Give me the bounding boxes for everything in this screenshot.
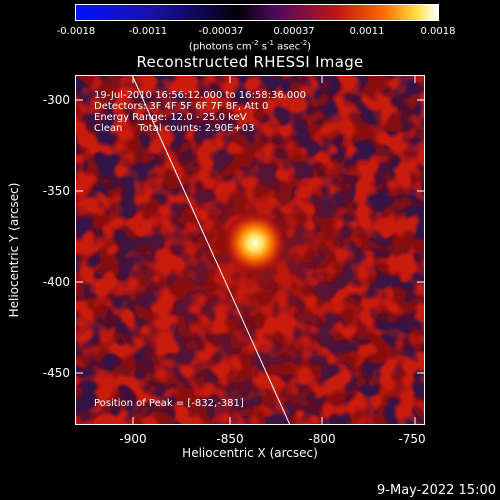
axis-ticks (75, 75, 425, 425)
plot-frame (75, 75, 425, 425)
peak-position-text: Position of Peak = [-832,-381] (94, 398, 244, 409)
y-tick-label: -300 (42, 93, 70, 107)
clean-counts-text: Clean Total counts: 2.90E+03 (94, 123, 255, 134)
solar-limb-line (131, 75, 291, 425)
x-tick-label: -800 (308, 432, 336, 446)
y-tick-label: -450 (42, 366, 70, 380)
colorbar-tick: 0.0011 (349, 26, 385, 37)
x-tick-label: -750 (398, 432, 426, 446)
colorbar-tick: -0.0018 (56, 26, 96, 37)
timestamp: 9-May-2022 15:00 (377, 483, 496, 498)
x-axis-label: Heliocentric X (arcsec) (182, 446, 318, 460)
x-tick-label: -850 (216, 432, 244, 446)
y-tick-label: -350 (42, 184, 70, 198)
peak-source (223, 211, 287, 275)
time-range-text: 19-Jul-2010 16:56:12.000 to 16:58:36.000 (94, 90, 306, 101)
color-bar (75, 4, 439, 21)
image-title: Reconstructed RHESSI Image (136, 53, 364, 71)
colorbar-tick: -0.0011 (128, 26, 168, 37)
y-axis-label: Heliocentric Y (arcsec) (7, 182, 21, 318)
y-tick-label: -400 (42, 275, 70, 289)
x-tick-label: -900 (119, 432, 147, 446)
rhessi-image[interactable] (75, 75, 425, 425)
colorbar-units: (photons cm-2 s-1 asec-2) (188, 39, 312, 53)
colorbar-tick: 0.0018 (420, 26, 456, 37)
colorbar-tick: -0.00037 (198, 26, 244, 37)
detectors-text: Detectors: 3F 4F 5F 6F 7F 8F, Att 0 (94, 101, 269, 112)
energy-range-text: Energy Range: 12.0 - 25.0 keV (94, 112, 247, 123)
colorbar-tick: 0.00037 (273, 26, 315, 37)
